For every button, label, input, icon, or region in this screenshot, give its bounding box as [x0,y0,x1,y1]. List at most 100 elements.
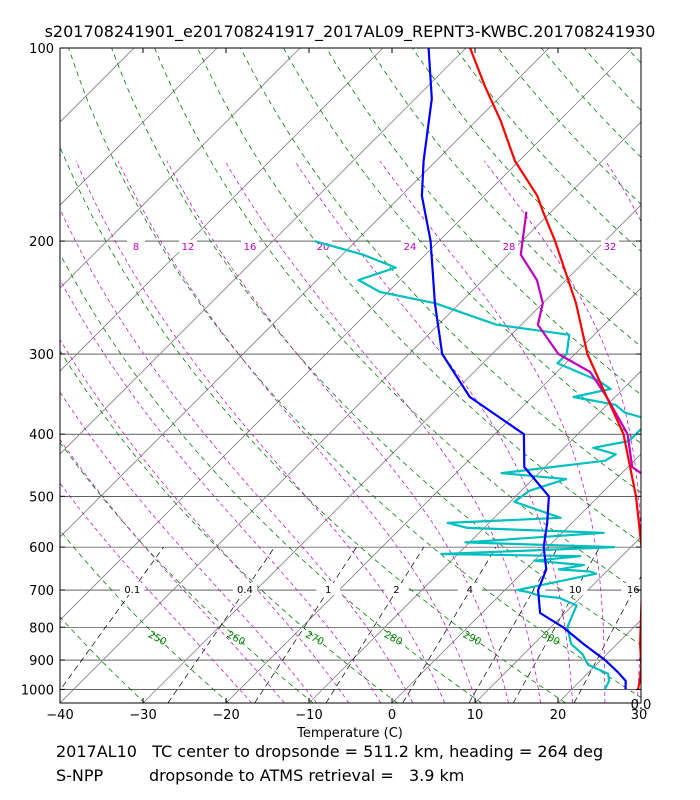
moist-adiabat-label-bg [500,240,518,253]
y-tick-label: 400 [29,428,54,443]
isotherm-line [60,48,550,538]
moist-adiabat-label: 16 [244,242,257,253]
magenta-profile-line [519,211,641,475]
moist-adiabat-label-bg [241,240,259,253]
moist-adiabat-label-bg [601,240,619,253]
moist-adiabat-line [224,160,541,703]
mixing-ratio-label: 2 [393,585,399,596]
isotherm-line [60,48,467,455]
dry-adiabat-label: 270 [303,629,325,648]
y-tick-label: 800 [29,621,54,636]
x-tick-label: −20 [212,708,239,723]
mixing-ratio-label-bg [120,583,145,596]
dry-adiabat-line [60,350,398,703]
corner-label: 0.0 [631,698,652,713]
moist-adiabat-label: 32 [604,242,617,253]
mixing-ratio-label-bg [384,583,409,596]
mixing-ratio-label: 16 [627,585,640,596]
mixing-ratio-label-bg [457,583,482,596]
dry-adiabat-label: 280 [382,629,404,648]
mixing-ratio-line [402,546,497,703]
isotherm-line [60,121,641,703]
mixing-ratio-line [325,546,425,703]
moist-adiabat-label: 20 [317,242,330,253]
mixing-ratio-line [60,546,164,691]
dry-adiabat-line [111,48,641,646]
x-tick-label: 30 [631,708,648,723]
dry-adiabat-line [60,145,566,703]
moist-adiabat-label-bg [179,240,197,253]
mixing-ratio-label: 0.4 [237,585,253,596]
moist-adiabat-label: 24 [404,242,417,253]
dewpoint-line [420,48,627,690]
dry-adiabat-line [540,48,641,158]
dry-adiabat-line [454,48,641,252]
isotherm-line [60,48,218,206]
plot-frame [59,47,642,704]
x-tick-label: 0 [388,708,396,723]
moist-adiabat-line [60,391,317,703]
mixing-ratio-label: 0.1 [124,585,140,596]
dry-adiabat-line [326,48,641,396]
dry-adiabat-line [240,48,641,494]
x-tick-label: −30 [129,708,156,723]
dry-adiabat-line [60,441,314,703]
dry-adiabat-line [68,48,641,698]
isotherm-line [557,619,641,703]
isotherm-line [60,48,633,621]
mixing-ratio-label: 4 [467,585,473,596]
y-tick-label: 600 [29,541,54,556]
temperature-line [469,48,641,690]
y-tick-label: 900 [29,654,54,669]
y-tick-label: 100 [29,42,54,57]
dry-adiabat-line [60,529,230,703]
moist-adiabat-line [60,438,285,703]
moist-adiabat-line [60,208,414,703]
y-tick-label: 700 [29,584,54,599]
y-tick-label: 200 [29,235,54,250]
dry-adiabat-label: 300 [539,629,561,648]
x-axis-label: Temperature (C) [296,726,403,741]
mixing-ratio-label-bg [316,583,341,596]
isotherm-line [60,48,384,372]
moist-adiabat-line [117,160,477,703]
y-tick-label: 300 [29,348,54,363]
mixing-ratio-line [167,546,275,703]
x-tick-label: −10 [295,708,322,723]
mixing-ratio-label-bg [621,583,646,596]
y-tick-label: 1000 [21,683,54,698]
isotherm-line [640,702,641,703]
dry-adiabat-line [670,48,700,703]
dry-adiabat-label: 250 [146,629,168,648]
chart-title: s201708241901_e201708241917_2017AL09_REP… [45,22,656,42]
dry-adiabat-line [197,48,641,544]
isotherm-line [60,48,135,123]
isotherm-line [60,48,301,289]
dry-adiabat-line [626,48,641,64]
cyan-profile-line [314,240,641,690]
moist-adiabat-line [294,160,573,703]
y-tick-label: 500 [29,490,54,505]
x-tick-label: 20 [550,708,567,723]
background-lines [60,48,700,703]
mixing-ratio-label: 1 [325,585,331,596]
x-tick-label: 10 [467,708,484,723]
caption-line-2: S-NPP dropsonde to ATMS retrieval = 3.9 … [56,766,465,785]
mixing-ratio-line [254,546,357,703]
caption-line-1: 2017AL10 TC center to dropsonde = 511.2 … [56,742,604,761]
moist-adiabat-label-bg [401,240,419,253]
dry-adiabat-line [60,701,61,703]
moist-adiabat-line [75,160,446,703]
mixing-ratio-label-bg [563,583,588,596]
dry-adiabat-line [283,48,641,444]
isotherm-line [308,370,641,703]
dry-adiabat-line [60,616,146,703]
profile-series [314,48,641,690]
dry-adiabat-line [154,48,641,594]
moist-adiabat-line [166,160,509,703]
moist-adiabat-line [60,339,350,703]
dry-adiabat-label: 260 [225,629,247,648]
